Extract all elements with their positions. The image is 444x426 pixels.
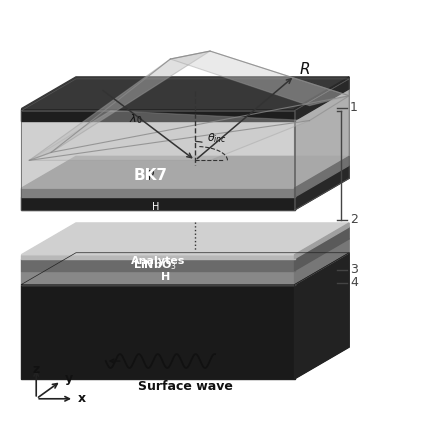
Polygon shape [294, 223, 349, 259]
Text: 4: 4 [350, 276, 358, 289]
Polygon shape [21, 79, 349, 111]
Polygon shape [294, 77, 349, 121]
Text: $R$: $R$ [300, 61, 311, 77]
Text: $\varphi$: $\varphi$ [146, 168, 155, 182]
Polygon shape [21, 227, 349, 259]
Polygon shape [21, 285, 294, 379]
Polygon shape [294, 239, 349, 285]
Text: $\lambda_0$: $\lambda_0$ [129, 112, 142, 126]
Polygon shape [21, 253, 349, 285]
Text: 1: 1 [350, 101, 358, 114]
Text: H: H [161, 272, 170, 282]
Text: Surface wave: Surface wave [138, 380, 233, 393]
Text: LiNbO$_3$: LiNbO$_3$ [134, 258, 178, 271]
Polygon shape [294, 156, 349, 197]
Polygon shape [21, 165, 349, 197]
Polygon shape [29, 51, 210, 160]
Polygon shape [294, 253, 349, 379]
Text: z: z [32, 363, 40, 376]
Polygon shape [21, 188, 294, 197]
Polygon shape [29, 111, 309, 160]
Polygon shape [21, 259, 294, 271]
Text: BK7: BK7 [134, 168, 167, 183]
Text: y: y [65, 372, 73, 386]
Polygon shape [21, 77, 349, 109]
Text: 2: 2 [350, 213, 358, 227]
Polygon shape [170, 51, 349, 106]
Polygon shape [21, 156, 349, 188]
Polygon shape [21, 223, 349, 255]
Polygon shape [294, 79, 349, 210]
Polygon shape [21, 239, 349, 271]
Polygon shape [21, 197, 294, 210]
Polygon shape [21, 109, 294, 121]
Polygon shape [21, 111, 294, 210]
Text: H: H [152, 202, 159, 212]
Text: $\theta_{inc}$: $\theta_{inc}$ [207, 132, 227, 145]
Polygon shape [294, 227, 349, 271]
Text: 3: 3 [350, 263, 358, 276]
Polygon shape [294, 165, 349, 210]
Polygon shape [21, 271, 294, 285]
Polygon shape [21, 255, 294, 259]
Text: x: x [78, 392, 86, 405]
Text: Analytes: Analytes [131, 256, 185, 266]
